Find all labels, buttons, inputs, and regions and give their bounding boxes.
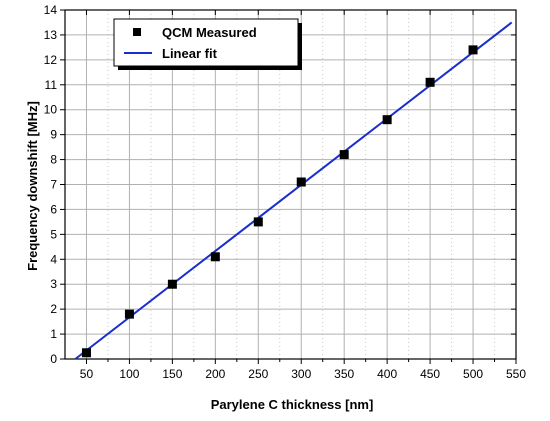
x-tick-label: 550	[506, 367, 526, 381]
y-tick-label: 6	[50, 202, 57, 216]
data-point	[296, 177, 306, 187]
y-tick-label: 0	[50, 352, 57, 366]
data-point	[468, 45, 478, 55]
legend-label-fit: Linear fit	[162, 46, 218, 61]
y-tick-label: 4	[50, 252, 57, 266]
y-tick-label: 8	[50, 153, 57, 167]
legend-label-qcm: QCM Measured	[162, 25, 257, 40]
data-point	[425, 77, 435, 87]
data-point	[210, 252, 220, 262]
x-axis-title: Parylene C thickness [nm]	[211, 397, 374, 412]
fit-line	[74, 21, 513, 360]
y-tick-label: 9	[50, 128, 57, 142]
x-tick-label: 150	[162, 367, 182, 381]
x-tick-label: 200	[205, 367, 225, 381]
x-tick-label: 500	[463, 367, 483, 381]
data-point	[253, 217, 263, 227]
x-tick-label: 350	[334, 367, 354, 381]
data-point	[124, 309, 134, 319]
y-tick-label: 2	[50, 302, 57, 316]
y-tick-label: 10	[44, 103, 58, 117]
y-tick-label: 5	[50, 227, 57, 241]
x-tick-label: 100	[119, 367, 139, 381]
y-tick-label: 12	[44, 53, 58, 67]
y-tick-label: 13	[44, 28, 58, 42]
y-tick-label: 7	[50, 178, 57, 192]
legend: QCM Measured Linear fit	[113, 18, 302, 70]
data-point	[167, 279, 177, 289]
series-layer	[74, 21, 513, 360]
x-tick-label: 450	[420, 367, 440, 381]
data-point	[81, 348, 91, 358]
x-tick-label: 400	[377, 367, 397, 381]
legend-marker-qcm	[133, 28, 141, 36]
x-tick-label: 300	[291, 367, 311, 381]
legend-box	[113, 18, 299, 67]
data-point	[382, 115, 392, 125]
ticks-layer: 50 100 150 200 250 300 350 400 450 500 55001234567…	[44, 3, 527, 381]
y-tick-label: 3	[50, 277, 57, 291]
y-tick-label: 1	[50, 327, 57, 341]
y-tick-label: 11	[45, 78, 58, 92]
x-tick-label: 250	[248, 367, 268, 381]
y-axis-title: Frequency downshift [MHz]	[25, 101, 40, 271]
y-tick-label: 14	[44, 3, 58, 17]
x-tick-label: 50	[80, 367, 94, 381]
data-point	[339, 150, 349, 160]
